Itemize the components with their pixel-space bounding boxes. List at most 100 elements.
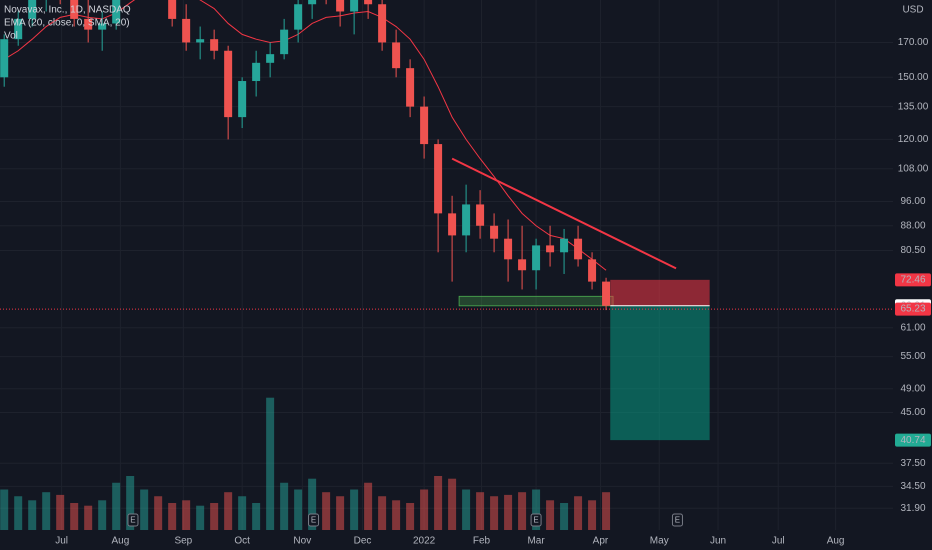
earnings-marker	[127, 513, 139, 527]
volume-bar	[364, 482, 373, 530]
volume-bar	[280, 482, 289, 530]
y-tick-label: 88.00	[900, 220, 925, 231]
earnings-label: E	[130, 516, 135, 525]
x-tick-label: Aug	[111, 536, 129, 547]
volume-bar	[294, 489, 303, 530]
candle-body	[518, 259, 527, 271]
volume-bar	[28, 500, 37, 530]
candle-body	[98, 23, 107, 30]
volume-bar	[322, 492, 331, 530]
price-label: 65.23	[900, 304, 925, 315]
candle-body	[462, 204, 471, 236]
volume-bar	[0, 489, 9, 530]
volume-bar	[84, 505, 93, 530]
volume-bar	[308, 478, 317, 530]
y-tick-label: 170.00	[898, 37, 929, 48]
candle-body	[490, 225, 499, 239]
volume-bar	[210, 503, 219, 530]
volume-bar	[574, 496, 583, 530]
candle-body	[308, 0, 317, 5]
candle-body	[14, 18, 23, 40]
volume-bar	[224, 492, 233, 530]
volume-bar	[602, 492, 611, 530]
candle-body	[546, 245, 555, 253]
candle-body	[476, 204, 485, 226]
target-zone	[610, 305, 710, 441]
candle-body	[364, 0, 373, 5]
candle-body	[84, 18, 93, 30]
candle-body	[196, 39, 205, 43]
candle-body	[378, 4, 387, 43]
candle-body	[224, 50, 233, 118]
volume-bar	[560, 503, 569, 530]
earnings-label: E	[675, 516, 680, 525]
candle-body	[448, 213, 457, 236]
volume-bar	[532, 489, 541, 530]
price-label-bg	[895, 302, 931, 316]
candle-body	[532, 245, 541, 271]
x-tick-label: Feb	[473, 536, 491, 547]
volume-bar	[140, 489, 149, 530]
volume-bar	[504, 494, 513, 530]
support-box	[458, 295, 614, 307]
x-tick-label: Nov	[293, 536, 311, 547]
candle-body	[266, 54, 275, 63]
x-tick-label: 2022	[413, 536, 436, 547]
y-tick-label: 49.00	[900, 383, 925, 394]
candle-body	[238, 81, 247, 118]
volume-bar	[490, 496, 499, 530]
x-tick-label: Aug	[827, 536, 845, 547]
candle-body	[168, 0, 177, 19]
volume-bar	[238, 496, 247, 530]
y-tick-label: 135.00	[898, 101, 929, 112]
x-tick-label: Sep	[174, 536, 192, 547]
x-tick-label: Apr	[593, 536, 609, 547]
volume-bar	[392, 500, 401, 530]
candle-body	[406, 68, 415, 107]
drawings	[0, 0, 893, 441]
earnings-marker	[671, 513, 683, 527]
y-tick-label: 108.00	[898, 163, 929, 174]
earnings-marker	[530, 513, 542, 527]
candle-body	[70, 0, 79, 19]
volume-bar	[518, 492, 527, 530]
chart-title: Novavax, Inc., 1D, NASDAQ	[4, 5, 131, 16]
volume-bar	[126, 476, 135, 530]
volume-bar	[336, 496, 345, 530]
candle-body	[588, 259, 597, 282]
volume-bar	[434, 476, 443, 530]
candle-body	[336, 0, 345, 12]
y-tick-label: 120.00	[898, 134, 929, 145]
candle-body	[560, 238, 569, 253]
candle-body	[294, 4, 303, 30]
volume-bar	[252, 503, 261, 530]
indicator-label: Vol	[4, 31, 18, 42]
volume-bar	[154, 496, 163, 530]
volume-bar	[98, 500, 107, 530]
y-tick-label: 45.00	[900, 407, 925, 418]
volume-bar	[546, 500, 555, 530]
y-tick-label: 37.50	[900, 458, 925, 469]
candle-body	[434, 144, 443, 214]
volume-bar	[588, 500, 597, 530]
y-tick-label: 34.50	[900, 481, 925, 492]
volume-bar	[56, 494, 65, 530]
candle-body	[392, 42, 401, 69]
candle-body	[574, 238, 583, 260]
candle-body	[504, 238, 513, 260]
volume-bar	[14, 496, 23, 530]
grid	[0, 0, 893, 530]
axes: 170.00 150.00 135.00 120.00 108.00 96.00 88.00…	[55, 37, 931, 547]
x-tick-label: Dec	[354, 536, 372, 547]
volume-bar	[112, 482, 121, 530]
earnings-marker	[308, 513, 320, 527]
candle-body	[182, 18, 191, 43]
price-label: 72.46	[900, 274, 925, 285]
volume-bar	[350, 489, 359, 530]
x-tick-label: Jun	[710, 536, 726, 547]
x-tick-label: Oct	[234, 536, 250, 547]
y-tick-label: 55.00	[900, 351, 925, 362]
x-tick-label: Jul	[772, 536, 785, 547]
